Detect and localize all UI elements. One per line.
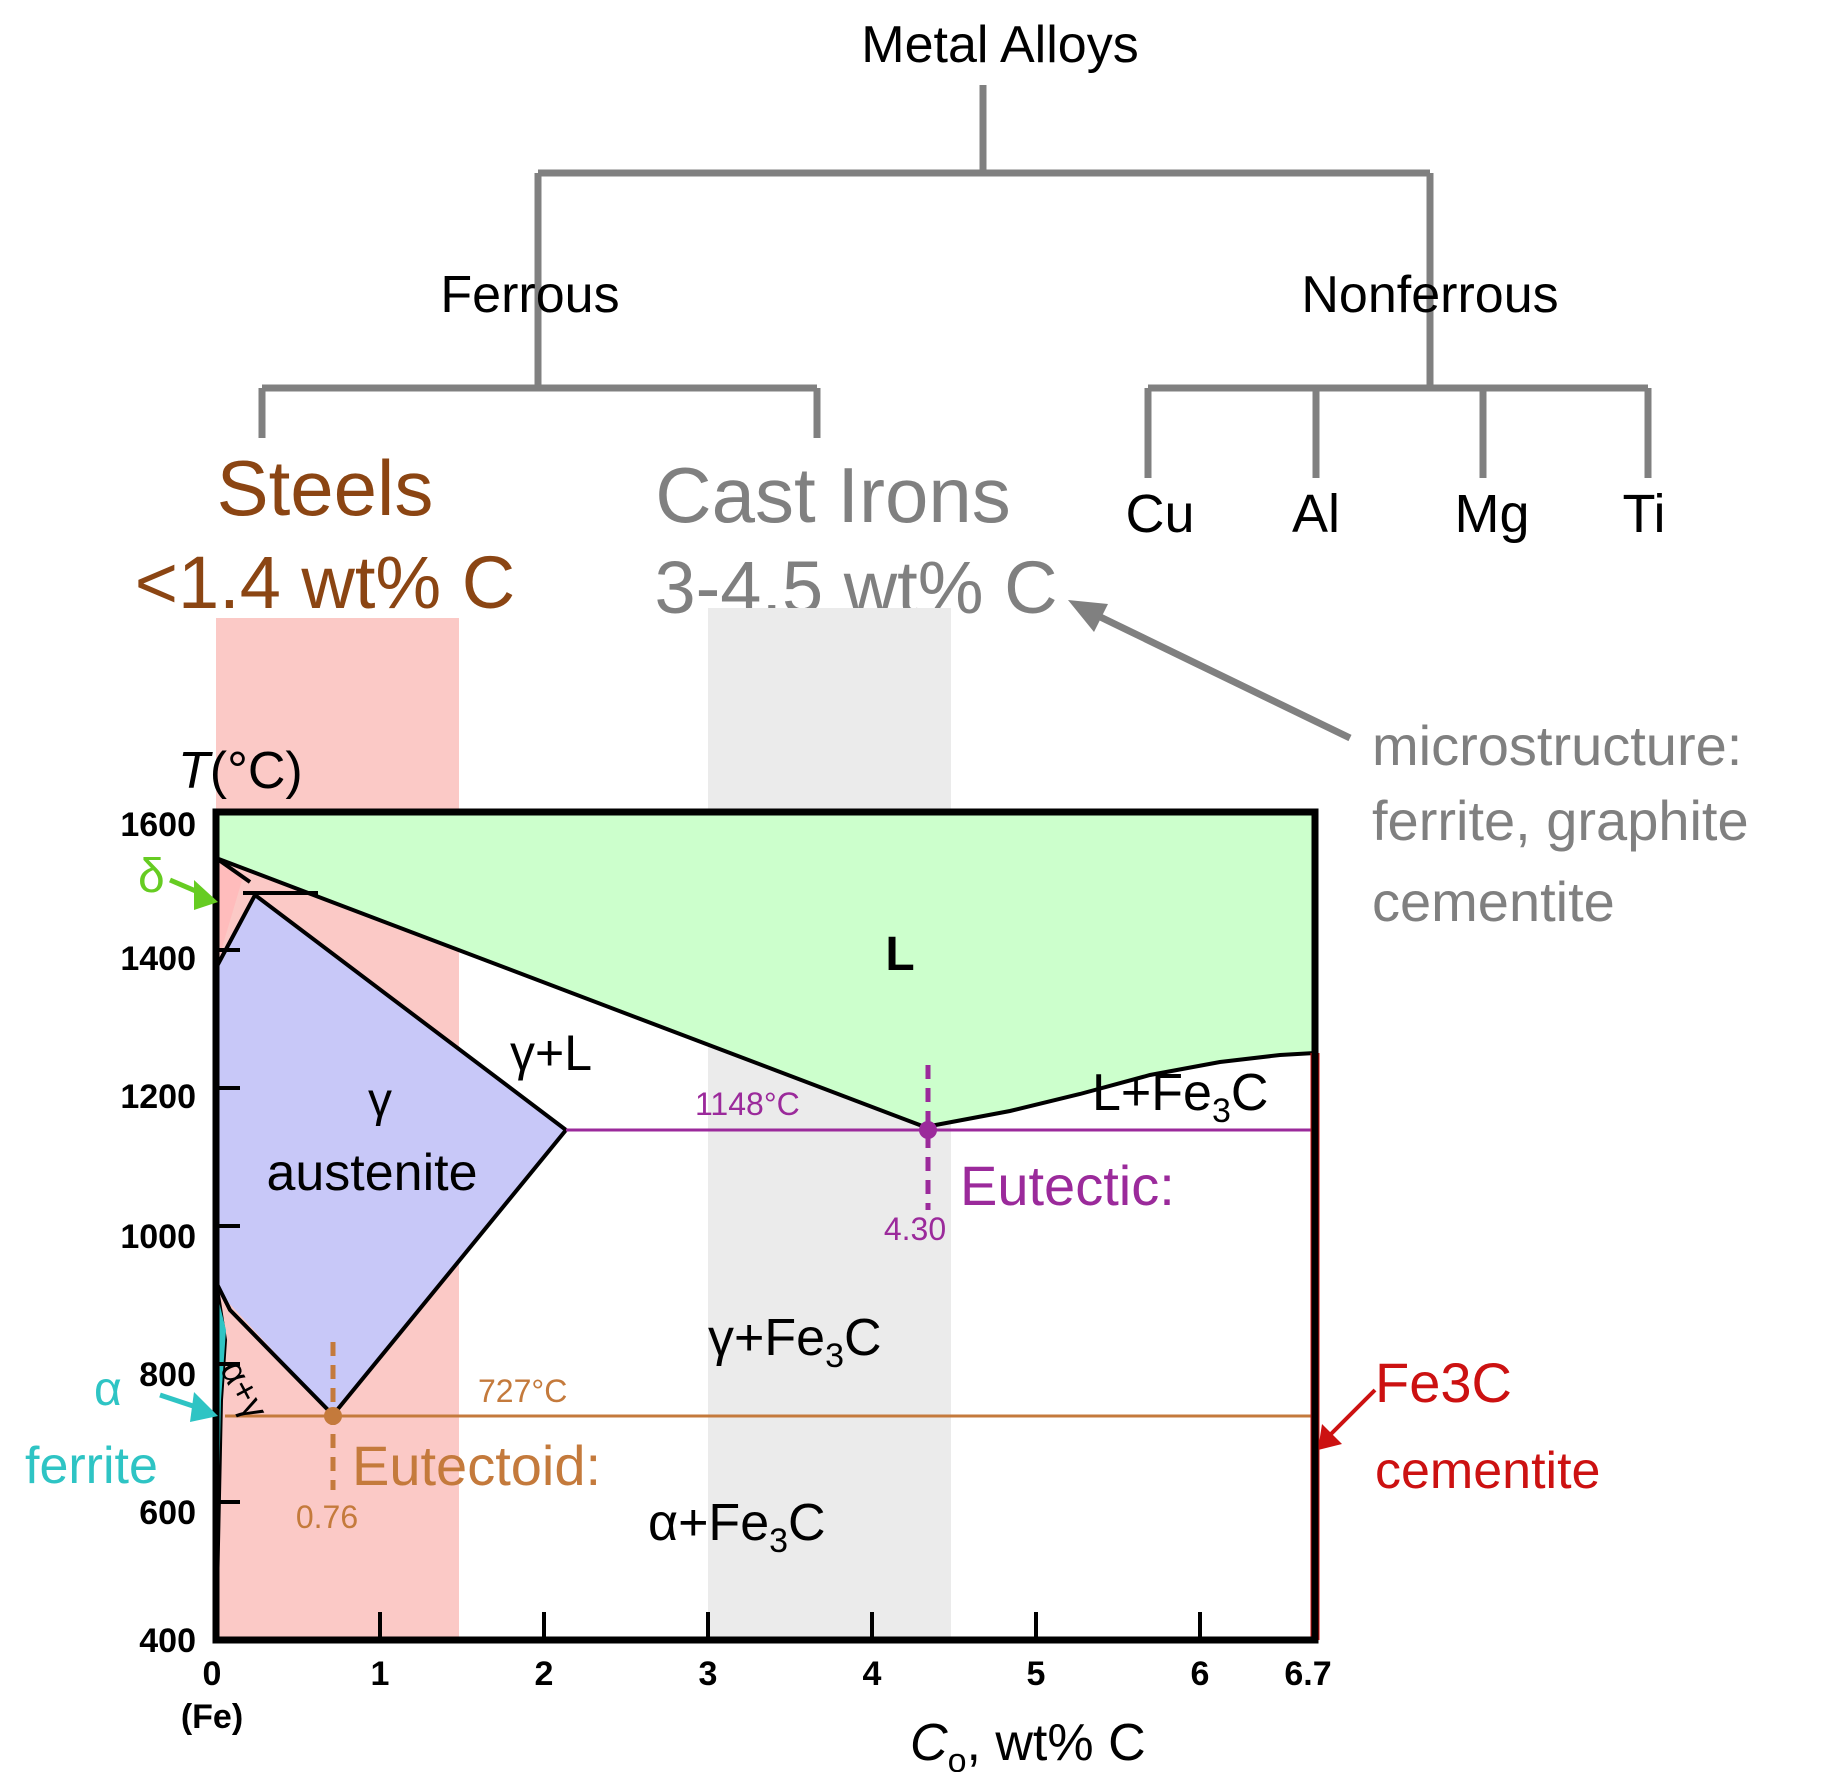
ferrous-label: Ferrous [440,266,619,324]
gamma-fe3c-label: γ+Fe3C [708,1309,882,1375]
alpha-label: α [94,1363,122,1416]
fe-label: (Fe) [181,1698,243,1736]
fe3c-label: Fe3C [1375,1351,1512,1414]
x-tick-label: 2 [535,1655,554,1693]
x-tick-label: 0 [203,1655,222,1693]
x-tick-label: 4 [863,1655,882,1693]
alpha-fe3c-label: α+Fe3C [648,1494,826,1560]
eutectoid-temp: 727°C [478,1373,567,1409]
y-tick-label: 1400 [120,940,196,978]
austenite-region [216,895,566,1415]
ferrite-label: ferrite [25,1437,158,1495]
y-tick-label: 1600 [120,806,196,844]
y-tick-label: 800 [139,1356,196,1394]
cementite-arrow [1318,1388,1377,1450]
callout-line-2: ferrite, graphite [1372,789,1749,852]
y-tick-label: 1200 [120,1078,196,1116]
nonferrous-label: Nonferrous [1301,266,1558,324]
cast-irons-label: Cast Irons [655,451,1010,539]
y-tick-label: 1000 [120,1218,196,1256]
steels-range: <1.4 wt% C [135,541,515,624]
y-tick-label: 400 [139,1622,196,1660]
eutectic-comp: 4.30 [884,1211,946,1247]
axis-ticks [214,948,1202,1640]
metal-mg: Mg [1454,484,1529,544]
austenite-label: austenite [266,1144,477,1202]
ferrite-arrow [159,1392,218,1422]
steels-label: Steels [217,444,434,532]
x-tick-label: 6 [1191,1655,1210,1693]
delta-region [216,858,243,968]
eutectic-temp: 1148°C [695,1086,800,1122]
eutectoid-point [324,1407,342,1425]
delta-arrow [169,877,218,910]
microstructure-arrow [1068,600,1352,742]
x-tick-label: 3 [699,1655,718,1693]
y-tick-label: 600 [139,1494,196,1532]
delta-label: δ [138,850,165,903]
y-axis-title: T(°C) [178,742,303,800]
root-label: Metal Alloys [861,16,1138,74]
callout-line-3: cementite [1372,870,1615,933]
eutectic-label: Eutectic: [960,1154,1175,1217]
eutectoid-comp: 0.76 [296,1499,358,1535]
x-tick-label: 1 [371,1655,390,1693]
liquid-region [216,812,1315,1127]
gamma-label: γ [368,1074,392,1127]
taxonomy-tree [258,85,1652,478]
x-tick-label: 6.7 [1284,1655,1331,1693]
x-axis-title: Co, wt% C [910,1714,1146,1772]
cast-iron-band [708,608,951,1643]
liquid-label: L [885,928,914,981]
metal-al: Al [1292,484,1340,544]
l-fe3c-label: L+Fe3C [1092,1064,1268,1130]
cementite-label: cementite [1375,1442,1600,1500]
eutectoid-label: Eutectoid: [352,1434,601,1497]
eutectic-point [919,1121,937,1139]
gamma-l-label: γ+L [510,1025,592,1081]
x-tick-label: 5 [1027,1655,1046,1693]
callout-line-1: microstructure: [1372,714,1742,777]
metal-ti: Ti [1623,484,1666,544]
metal-cu: Cu [1125,484,1194,544]
